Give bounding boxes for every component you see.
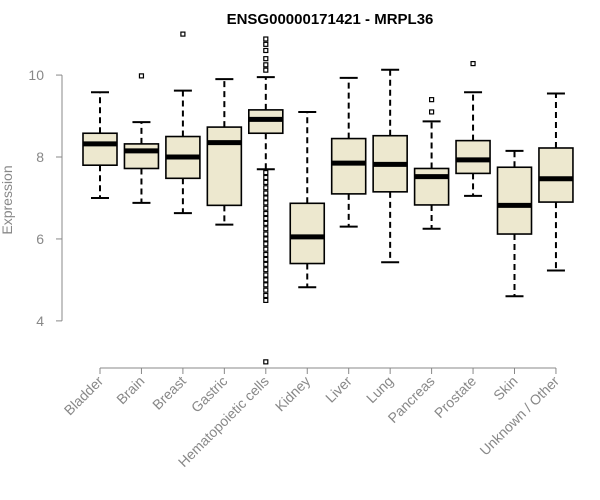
box-skin <box>496 149 533 298</box>
outlier-point <box>263 41 269 47</box>
outlier-point <box>263 282 269 288</box>
outlier-point <box>429 109 435 115</box>
outlier-point <box>263 205 269 211</box>
box-iqr <box>496 166 533 235</box>
outlier-point <box>263 251 269 258</box>
outlier-point <box>470 60 476 67</box>
outlier-point <box>263 179 269 186</box>
box-iqr <box>82 132 118 167</box>
x-tick-label: Breast <box>149 373 189 413</box>
outlier-point <box>263 226 269 232</box>
box-lung <box>372 68 408 264</box>
outlier-point <box>263 231 269 237</box>
box-kidney <box>289 110 326 289</box>
x-tick-label: Bladder <box>61 373 107 419</box>
box-iqr <box>289 202 326 265</box>
outlier-point <box>263 190 269 196</box>
box-hematopoietic-cells <box>248 36 284 365</box>
outlier-point <box>263 169 269 176</box>
y-axis-label: Expression <box>0 165 15 234</box>
box-series <box>82 31 574 365</box>
outlier-point <box>263 220 269 226</box>
outlier-point <box>263 215 269 222</box>
y-tick-label: 8 <box>36 149 44 165</box>
x-tick-label: Brain <box>113 373 147 407</box>
outlier-point <box>263 67 269 73</box>
outlier-point <box>263 277 269 283</box>
box-gastric <box>206 78 243 226</box>
outlier-point <box>263 36 269 42</box>
x-tick-label: Skin <box>490 373 521 404</box>
outlier-point <box>263 210 269 217</box>
outlier-point <box>263 267 269 273</box>
x-tick-label: Unknown / Other <box>476 373 562 459</box>
y-tick-label: 10 <box>28 67 44 83</box>
box-iqr <box>123 143 160 170</box>
box-iqr <box>206 126 243 207</box>
box-liver <box>330 76 367 228</box>
box-iqr <box>330 137 367 195</box>
outlier-point <box>263 195 269 201</box>
x-tick-label: Kidney <box>272 373 314 415</box>
outlier-point <box>138 73 145 79</box>
y-axis: 4 6 8 10 <box>28 67 63 329</box>
box-brain <box>123 73 160 204</box>
outlier-point <box>263 287 269 293</box>
outlier-point <box>263 241 269 247</box>
box-unknown-other <box>538 92 574 272</box>
outlier-point <box>263 256 269 263</box>
x-tick-label: Liver <box>322 373 355 406</box>
outlier-point <box>429 97 435 103</box>
outlier-point <box>263 185 269 191</box>
x-tick-label: Prostate <box>431 373 479 421</box>
outlier-point <box>263 62 269 68</box>
box-prostate <box>455 60 491 197</box>
outlier-point <box>263 174 269 181</box>
outlier-point <box>263 236 269 242</box>
x-tick-label: Lung <box>363 373 396 406</box>
box-iqr <box>455 139 491 175</box>
box-breast <box>165 31 201 215</box>
outlier-point <box>263 47 269 54</box>
outlier-point <box>180 31 186 37</box>
outlier-point <box>263 359 269 365</box>
outlier-point <box>263 261 269 267</box>
outlier-point <box>263 272 269 278</box>
outlier-point <box>263 297 269 303</box>
box-iqr <box>538 147 574 203</box>
chart-title: ENSG00000171421 - MRPL36 <box>227 11 434 28</box>
box-iqr <box>413 167 450 206</box>
box-pancreas <box>413 97 450 230</box>
outlier-point <box>263 246 269 252</box>
y-tick-label: 4 <box>36 313 44 329</box>
outlier-point <box>263 200 269 206</box>
box-bladder <box>82 91 118 199</box>
outlier-point <box>263 292 269 299</box>
outlier-point <box>263 56 269 62</box>
y-tick-label: 6 <box>36 231 44 247</box>
